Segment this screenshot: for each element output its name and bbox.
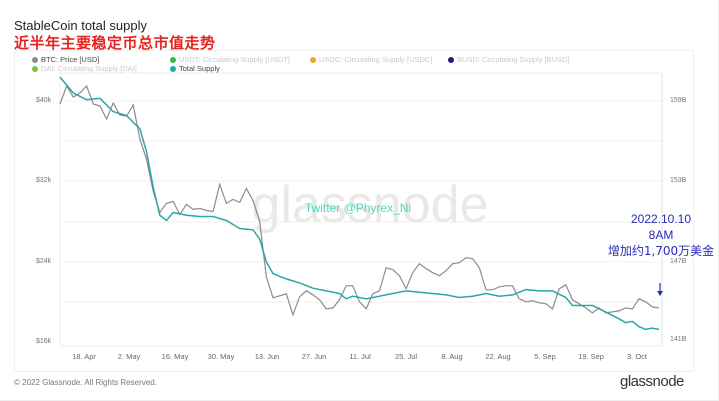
annotation-date: 2022.10.10 [630, 212, 692, 226]
y-right-tick: 153B [670, 177, 687, 184]
chart-subtitle: 近半年主要稳定币总市值走势 [14, 34, 216, 52]
x-tick-label: 13. Jun [254, 352, 280, 361]
legend-dot-icon [32, 65, 38, 72]
total-supply-line [59, 76, 660, 331]
x-tick-label: 3. Oct [626, 352, 648, 361]
legend-dot-icon [310, 56, 316, 63]
x-tick-label: 5. Sep [534, 352, 556, 361]
chart-card [14, 50, 694, 372]
legend-item-total-supply[interactable]: Total Supply [170, 64, 220, 73]
annotation-note: 增加约1,700万美金 [607, 244, 715, 258]
legend-dot-icon [170, 65, 176, 72]
legend-item-usdt[interactable]: USDT: Circulating Supply [USDT] [170, 55, 290, 64]
x-tick-label: 8. Aug [441, 352, 463, 361]
x-tick-label: 16. May [161, 352, 189, 361]
legend-item-btc-price[interactable]: BTC: Price [USD] [32, 55, 99, 64]
x-tick-label: 27. Jun [301, 352, 327, 361]
legend-dot-icon [32, 56, 38, 63]
legend-label: BTC: Price [USD] [41, 55, 100, 64]
y-right-tick: 159B [670, 97, 687, 104]
twitter-handle-overlay: Twitter @Phyrex_Ni [305, 201, 411, 215]
legend-label: Total Supply [179, 64, 220, 73]
legend-label: USDC: Circulating Supply [USDC] [319, 55, 433, 64]
legend-item-busd[interactable]: BUSD: Circulating Supply [BUSD] [448, 55, 570, 64]
legend-label: BUSD: Circulating Supply [BUSD] [457, 55, 570, 64]
x-tick-label: 30. May [207, 352, 235, 361]
legend-item-usdc[interactable]: USDC: Circulating Supply [USDC] [310, 55, 432, 64]
y-left-tick: $32k [36, 177, 52, 184]
x-tick-label: 18. Apr [72, 352, 96, 361]
watermark: glassnode [251, 176, 488, 234]
x-tick-label: 11. Jul [349, 352, 371, 361]
y-left-tick: $24k [36, 258, 52, 265]
annotation: 2022.10.10 8AM 增加约1,700万美金 [596, 211, 719, 259]
down-arrow-head-icon [657, 291, 663, 296]
gridlines [59, 72, 663, 347]
legend-label: USDT: Circulating Supply [USDT] [179, 55, 290, 64]
legend-dot-icon [170, 56, 176, 63]
legend-label: DAI: Circulating Supply [DAI] [41, 64, 137, 73]
y-left-tick: $16k [36, 338, 52, 345]
x-tick-label: 22. Aug [485, 352, 511, 361]
x-tick-label: 25. Jul [394, 352, 418, 361]
y-left-tick: $40k [36, 97, 52, 104]
chart-title: StableCoin total supply [14, 18, 147, 33]
legend-item-dai[interactable]: DAI: Circulating Supply [DAI] [32, 64, 137, 73]
y-right-tick: 141B [670, 336, 687, 343]
copyright-text: © 2022 Glassnode. All Rights Reserved. [14, 378, 157, 387]
annotation-time: 8AM [648, 228, 674, 242]
legend-dot-icon [448, 56, 454, 63]
x-tick-label: 2. May [117, 352, 141, 361]
x-tick-label: 19. Sep [578, 352, 604, 361]
y-right-tick: 147B [670, 258, 687, 265]
glassnode-logo: glassnode [620, 373, 684, 390]
